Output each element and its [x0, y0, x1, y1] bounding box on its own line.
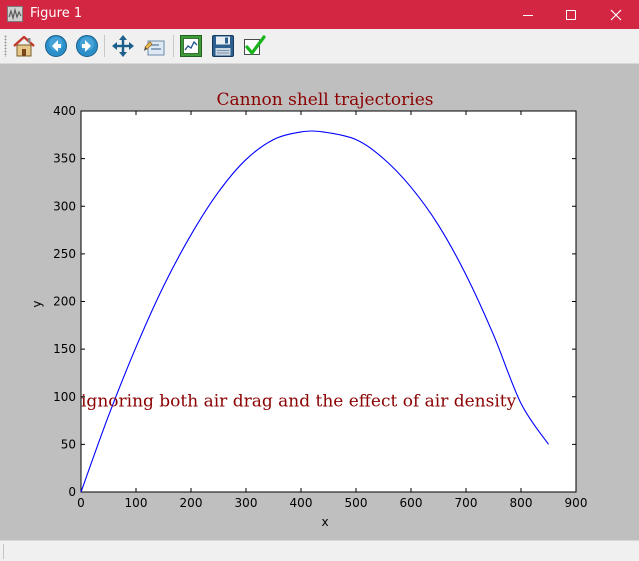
x-tick-label: 300	[235, 496, 258, 510]
x-tick-label: 500	[345, 496, 368, 510]
toolbar-separator	[173, 35, 174, 57]
zoom-button[interactable]	[142, 33, 168, 59]
edit-button[interactable]	[241, 33, 267, 59]
x-tick-label: 600	[400, 496, 423, 510]
checkmark-icon	[244, 35, 266, 55]
save-button[interactable]	[210, 33, 236, 59]
status-bar	[0, 540, 639, 561]
figure-app-icon	[7, 6, 23, 22]
subplots-button[interactable]	[178, 33, 204, 59]
trajectory-chart: 0 100 200 300 400 500 600 700 800 900 0 50 100 150 20…	[30, 90, 587, 529]
status-grip	[3, 544, 4, 559]
x-tick-label: 900	[565, 496, 588, 510]
x-tick-label: 400	[290, 496, 313, 510]
pan-button[interactable]	[110, 33, 136, 59]
y-tick-label: 50	[61, 437, 76, 451]
window-title: Figure 1	[30, 6, 83, 21]
chart-title: Cannon shell trajectories	[217, 90, 434, 110]
home-button[interactable]	[11, 33, 37, 59]
x-tick-label: 200	[180, 496, 203, 510]
zoom-rect-icon	[144, 40, 165, 56]
chart-annotation: ignoring both air drag and the effect of…	[81, 391, 517, 411]
close-icon	[610, 9, 622, 20]
arrow-left-icon	[45, 35, 67, 57]
figure-canvas[interactable]: 0 100 200 300 400 500 600 700 800 900 0 50 100 150 20…	[0, 64, 639, 540]
title-bar: Figure 1	[0, 0, 639, 29]
toolbar-separator	[104, 35, 105, 57]
x-axis-label: x	[321, 515, 328, 529]
y-tick-label: 150	[53, 342, 76, 356]
y-tick-label: 400	[53, 104, 76, 118]
y-tick-label: 250	[53, 247, 76, 261]
x-tick-label: 0	[77, 496, 85, 510]
arrow-right-icon	[76, 35, 98, 57]
x-tick-label: 800	[510, 496, 533, 510]
y-axis-label: y	[30, 300, 44, 307]
configure-subplots-icon	[180, 35, 202, 57]
back-button[interactable]	[43, 33, 69, 59]
y-tick-label: 350	[53, 152, 76, 166]
trajectory-line	[80, 130, 549, 493]
x-tick-label: 100	[125, 496, 148, 510]
y-tick-label: 0	[68, 485, 76, 499]
y-tick-label: 300	[53, 199, 76, 213]
y-tick-labels: 0 50 100 150 200 250 300 350 400	[53, 104, 76, 499]
x-tick-label: 700	[455, 496, 478, 510]
forward-button[interactable]	[74, 33, 100, 59]
maximize-icon	[566, 9, 576, 20]
floppy-disk-icon	[212, 35, 234, 57]
minimize-button[interactable]	[505, 0, 551, 29]
y-tick-label: 100	[53, 390, 76, 404]
close-button[interactable]	[593, 0, 639, 29]
maximize-button[interactable]	[548, 0, 594, 29]
toolbar-grip[interactable]	[4, 35, 7, 57]
x-tick-labels: 0 100 200 300 400 500 600 700 800 900	[77, 496, 587, 510]
move-arrows-icon	[112, 35, 134, 57]
home-icon	[13, 35, 35, 57]
plot-area	[80, 110, 577, 493]
y-tick-label: 200	[53, 295, 76, 309]
navigation-toolbar	[0, 29, 639, 64]
minimize-icon	[523, 14, 533, 16]
